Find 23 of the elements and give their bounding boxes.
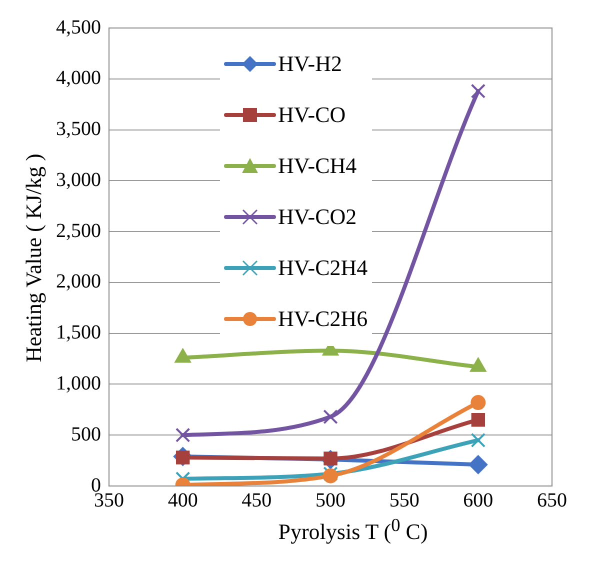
y-tick-label: 3,500 — [56, 118, 101, 140]
x-tick-label: 550 — [389, 489, 420, 512]
x-tick-label: 400 — [168, 489, 198, 512]
x-tick-label: 450 — [242, 489, 272, 512]
y-axis-title: Heating Value ( KJ/kg ) — [21, 154, 47, 362]
x-tick-label: 500 — [316, 489, 346, 512]
y-tick-label: 500 — [71, 423, 101, 446]
y-tick-label: 3,000 — [56, 168, 101, 191]
legend-label: HV-C2H6 — [278, 306, 368, 332]
y-tick-label: 2,500 — [56, 220, 101, 242]
x-tick-label: 650 — [537, 489, 567, 512]
y-tick-label: 2,000 — [56, 270, 101, 293]
legend-label: HV-CO — [278, 102, 346, 128]
y-tick-label: 1,000 — [56, 372, 101, 394]
y-tick-label: 4,000 — [56, 67, 101, 90]
legend-label: HV-CH4 — [278, 152, 357, 178]
x-tick-label: 600 — [463, 489, 494, 512]
x-axis-title: Pyrolysis T ($^{0}$ C) — [278, 514, 428, 546]
legend-label: HV-CO2 — [278, 204, 357, 230]
legend-label: HV-H2 — [278, 50, 342, 76]
y-tick-label: 1,500 — [56, 322, 101, 344]
y-tick-label: 4,500 — [56, 16, 101, 38]
legend-label: HV-C2H4 — [278, 254, 368, 280]
